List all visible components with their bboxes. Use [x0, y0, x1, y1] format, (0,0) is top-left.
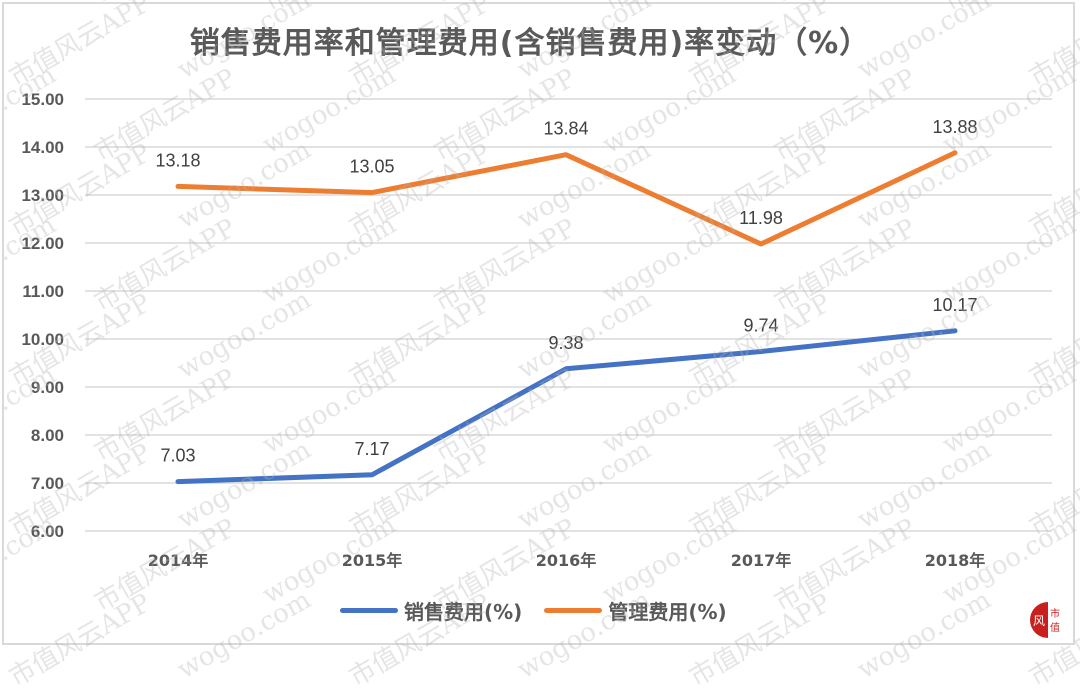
- svg-text:风: 风: [1033, 614, 1045, 628]
- y-tick-label: 12.00: [21, 234, 64, 253]
- brand-logo-icon: 风 市 值: [1030, 602, 1060, 638]
- series-lines: [175, 150, 958, 485]
- legend-item-sales[interactable]: 销售费用(%): [340, 596, 522, 625]
- legend-swatch-sales: [340, 608, 398, 613]
- gridlines: [85, 98, 1052, 532]
- y-tick-label: 9.00: [31, 378, 64, 397]
- y-tick-label: 8.00: [31, 426, 64, 445]
- data-label: 13.84: [543, 119, 588, 139]
- y-axis: 15.00 14.00 13.00 12.00 11.00 10.00 9.00 8.00 7.…: [21, 90, 64, 541]
- x-tick-label: 2018年: [925, 551, 986, 570]
- data-label: 7.17: [354, 439, 389, 459]
- legend-label-admin: 管理费用(%): [608, 600, 727, 624]
- x-tick-label: 2014年: [148, 551, 209, 570]
- y-tick-label: 6.00: [31, 522, 64, 541]
- y-tick-label: 15.00: [21, 90, 64, 109]
- y-tick-label: 14.00: [21, 138, 64, 157]
- svg-text:市: 市: [1050, 607, 1060, 620]
- x-tick-label: 2015年: [342, 551, 403, 570]
- svg-text:值: 值: [1050, 621, 1060, 634]
- data-label: 13.18: [155, 150, 200, 170]
- x-axis: 2014年 2015年 2016年 2017年 2018年: [148, 551, 986, 570]
- series-line[interactable]: [175, 150, 958, 247]
- data-label: 13.88: [932, 117, 977, 137]
- chart-frame: [2, 2, 1075, 645]
- x-tick-label: 2017年: [731, 551, 792, 570]
- legend: 销售费用(%) 管理费用(%): [340, 596, 727, 625]
- data-label: 13.05: [349, 157, 394, 177]
- chart-title: 销售费用率和管理费用(含销售费用)率变动（%）: [189, 26, 871, 61]
- series-line[interactable]: [175, 328, 958, 485]
- x-tick-label: 2016年: [536, 551, 597, 570]
- legend-item-admin[interactable]: 管理费用(%): [544, 596, 727, 625]
- data-label: 10.17: [932, 295, 977, 315]
- data-label: 7.03: [160, 446, 195, 466]
- y-tick-label: 13.00: [21, 186, 64, 205]
- y-tick-label: 7.00: [31, 474, 64, 493]
- data-label: 11.98: [739, 208, 783, 228]
- legend-swatch-admin: [544, 608, 603, 613]
- data-label: 9.74: [743, 315, 778, 335]
- legend-label-sales: 销售费用(%): [404, 600, 523, 624]
- y-tick-label: 11.00: [22, 282, 64, 301]
- line-chart: 15.00 14.00 13.00 12.00 11.00 10.00 9.00 8.00 7.…: [21, 90, 1052, 570]
- data-labels: 7.03 7.17 9.38 9.74 10.17 13.18 13.05 13.84 11.9…: [155, 117, 977, 466]
- y-tick-label: 10.00: [21, 330, 64, 349]
- data-label: 9.38: [548, 333, 583, 353]
